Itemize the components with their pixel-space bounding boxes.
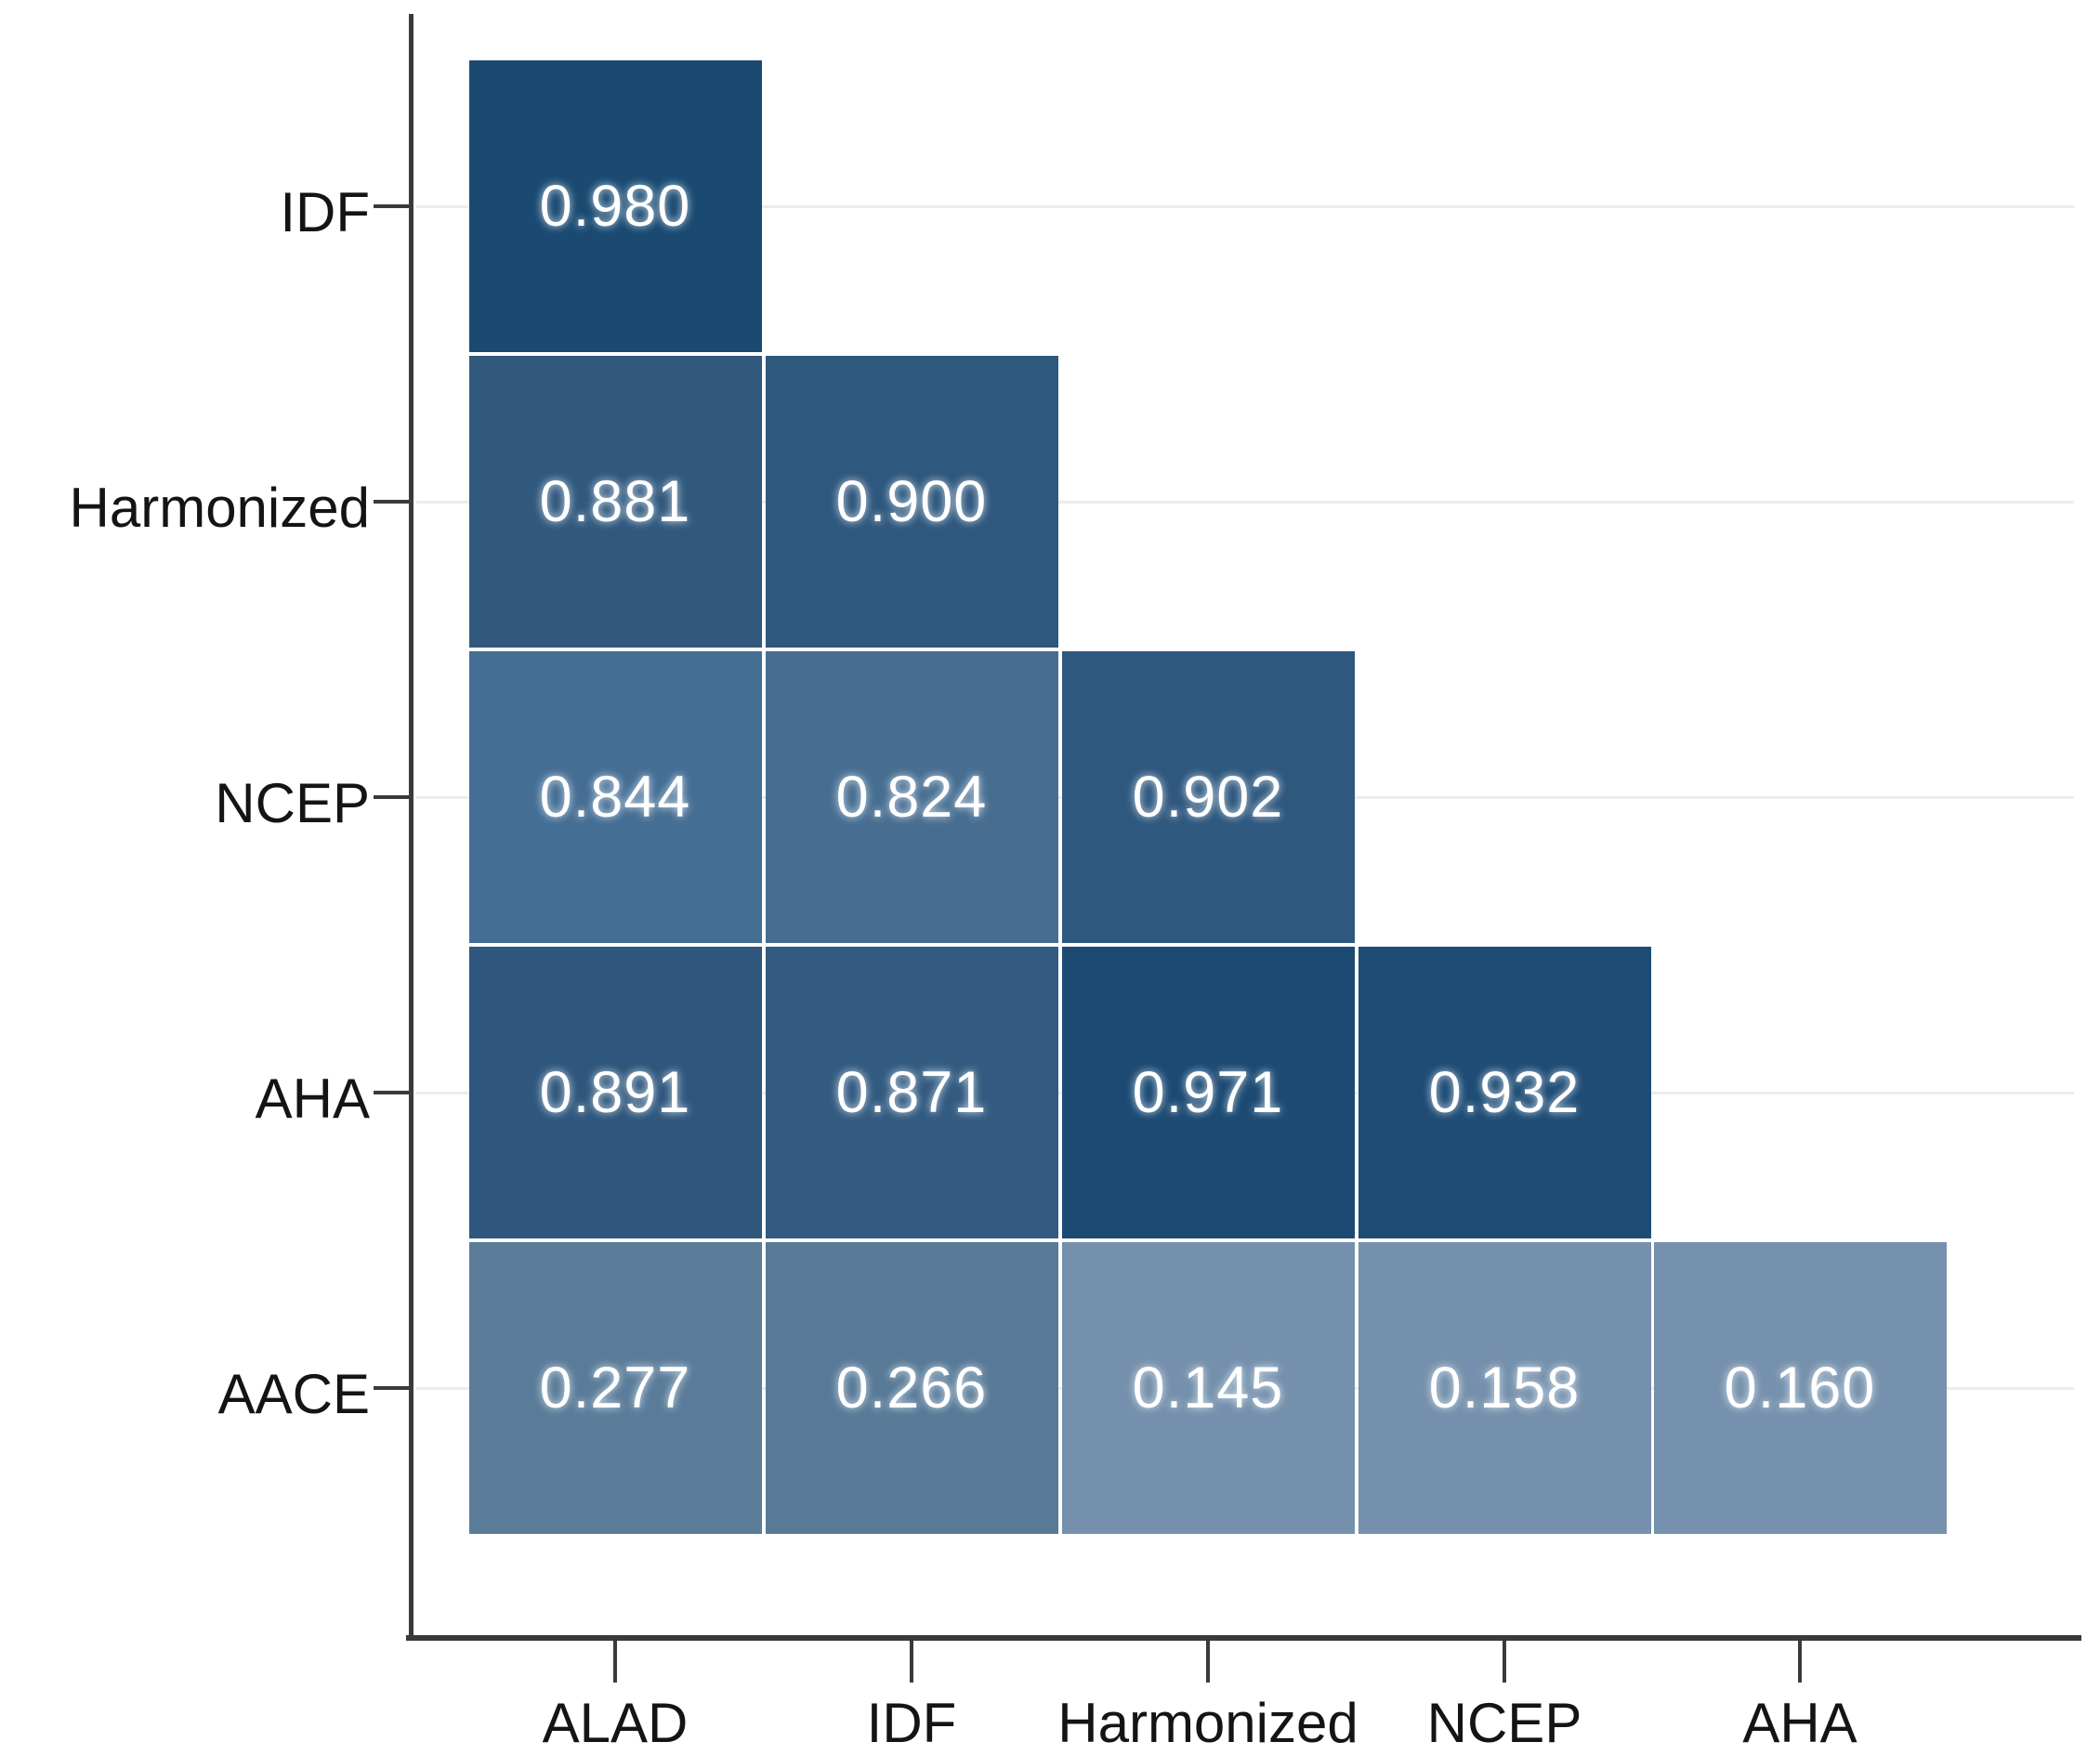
heatmap-cell: 0.824 <box>765 651 1058 943</box>
y-axis-tick <box>374 795 409 799</box>
heatmap-cell: 0.145 <box>1061 1242 1355 1534</box>
heatmap-cell: 0.902 <box>1061 651 1355 943</box>
heatmap-cell: 0.881 <box>468 356 762 648</box>
y-axis-label-aace: AACE <box>217 1363 370 1425</box>
heatmap-cell: 0.266 <box>765 1242 1058 1534</box>
y-axis-tick <box>374 500 409 504</box>
heatmap-cell-value: 0.824 <box>835 764 988 830</box>
heatmap-cell: 0.844 <box>468 651 762 943</box>
heatmap-cell: 0.971 <box>1061 947 1355 1238</box>
heatmap-cell-value: 0.971 <box>1132 1059 1284 1125</box>
x-axis-label-harmonized: Harmonized <box>1057 1692 1358 1754</box>
heatmap-cell-value: 0.158 <box>1428 1355 1581 1421</box>
heatmap-cell: 0.277 <box>468 1242 762 1534</box>
x-axis-tick <box>910 1641 913 1683</box>
x-axis-label-aha: AHA <box>1742 1692 1857 1754</box>
heatmap-cell-value: 0.891 <box>539 1059 691 1125</box>
heatmap-cell-value: 0.266 <box>835 1355 988 1421</box>
heatmap-cell-value: 0.900 <box>835 468 988 534</box>
x-axis-label-ncep: NCEP <box>1426 1692 1582 1754</box>
y-axis-tick <box>374 1386 409 1390</box>
x-axis-label-idf: IDF <box>866 1692 957 1754</box>
heatmap-cell-value: 0.902 <box>1132 764 1284 830</box>
y-axis-label-aha: AHA <box>255 1067 370 1130</box>
heatmap-cell-value: 0.871 <box>835 1059 988 1125</box>
x-axis-tick <box>1206 1641 1210 1683</box>
heatmap-cell: 0.160 <box>1653 1242 1947 1534</box>
heatmap-cell-value: 0.980 <box>539 173 691 239</box>
heatmap-cell: 0.891 <box>468 947 762 1238</box>
x-axis-tick <box>1798 1641 1802 1683</box>
heatmap-cell-value: 0.932 <box>1428 1059 1581 1125</box>
y-axis-tick <box>374 1091 409 1094</box>
x-axis-label-alad: ALAD <box>542 1692 689 1754</box>
y-axis-tick <box>374 204 409 208</box>
heatmap-cell-value: 0.277 <box>539 1355 691 1421</box>
heatmap-cell: 0.900 <box>765 356 1058 648</box>
gridline-row-idf <box>416 205 2074 208</box>
heatmap-cell-value: 0.844 <box>539 764 691 830</box>
x-axis-tick <box>613 1641 617 1683</box>
x-axis-tick <box>1503 1641 1506 1683</box>
heatmap-cell-value: 0.160 <box>1724 1355 1876 1421</box>
x-axis-line <box>406 1635 2081 1641</box>
heatmap-cell: 0.158 <box>1358 1242 1651 1534</box>
y-axis-label-ncep: NCEP <box>215 772 370 834</box>
heatmap-cell-value: 0.881 <box>539 468 691 534</box>
heatmap-cell: 0.932 <box>1358 947 1651 1238</box>
gridline-row-harmonized <box>416 501 2074 504</box>
heatmap-cell: 0.871 <box>765 947 1058 1238</box>
heatmap-cell-value: 0.145 <box>1132 1355 1284 1421</box>
y-axis-line <box>409 14 413 1638</box>
y-axis-label-harmonized: Harmonized <box>69 477 370 539</box>
y-axis-label-idf: IDF <box>280 181 370 243</box>
heatmap-cell: 0.980 <box>468 60 762 352</box>
